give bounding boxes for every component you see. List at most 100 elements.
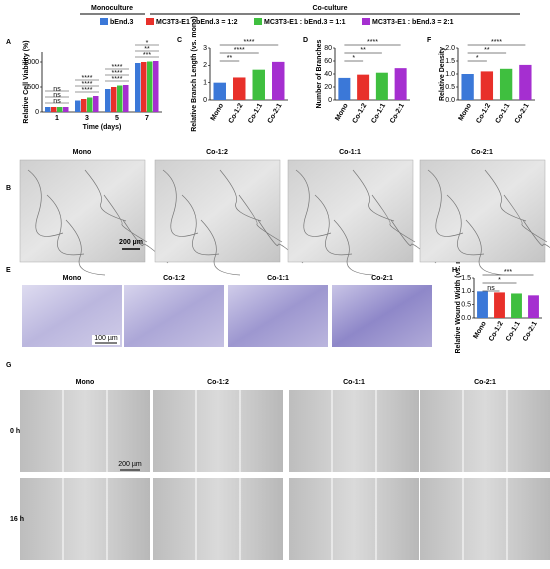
network-strand: [162, 169, 199, 237]
column-label: Co-1:1: [339, 149, 361, 156]
network-strand: [27, 169, 64, 237]
y-tick-label: 1.5: [461, 275, 471, 282]
y-tick-label: 40: [324, 71, 332, 78]
y-tick-label: 1.0: [461, 288, 471, 295]
scale-bar-label: 200 µm: [119, 239, 143, 246]
legend-swatch: [254, 18, 262, 25]
network-strand: [65, 219, 106, 276]
network-strand: [427, 169, 464, 237]
column-label: Co-2:1: [371, 275, 393, 282]
row-label: 16 h: [10, 516, 24, 523]
significance-label: ***: [143, 52, 151, 59]
column-label: Co-1:2: [206, 149, 228, 156]
bar: [461, 74, 474, 100]
micrograph: [20, 390, 150, 472]
column-label: Co-1:2: [207, 379, 229, 386]
x-tick-label: Mono: [458, 102, 473, 122]
panel-label: E: [6, 267, 11, 274]
bar: [105, 89, 111, 112]
y-tick-label: 20: [324, 84, 332, 91]
bar: [528, 295, 539, 318]
column-label: Co-1:1: [267, 275, 289, 282]
y-tick-label: 1: [203, 80, 207, 87]
significance-label: ****: [82, 81, 93, 88]
bar: [153, 61, 159, 112]
network-strand: [295, 169, 332, 237]
micrograph: [420, 478, 550, 560]
legend-label: MC3T3-E1 : bEnd.3 = 1:2: [156, 19, 238, 26]
network-strand: [181, 194, 220, 256]
micrograph: [289, 478, 419, 560]
x-tick-label: Co-1:1: [370, 102, 387, 124]
network-strand: [465, 219, 506, 276]
bar: [394, 68, 407, 100]
legend-group-label: Co-culture: [313, 5, 348, 12]
legend-swatch: [100, 18, 108, 25]
significance-label: *: [476, 55, 479, 62]
significance-label: **: [227, 55, 233, 62]
micrograph: [19, 159, 146, 263]
bar: [141, 62, 147, 112]
bar: [117, 85, 123, 112]
micrograph: [228, 285, 328, 347]
micrograph: [332, 285, 432, 347]
significance-label: **: [484, 47, 490, 54]
column-label: Co-2:1: [474, 379, 496, 386]
column-label: Co-2:1: [471, 149, 493, 156]
network-strand: [503, 194, 548, 243]
x-tick-label: 5: [115, 115, 119, 122]
x-tick-label: Co-1:1: [247, 102, 264, 124]
scale-bar-bg: [92, 335, 120, 345]
significance-label: ns: [487, 285, 495, 292]
x-tick-label: Co-1:1: [495, 102, 512, 124]
network-strand: [484, 169, 527, 222]
bar: [213, 82, 226, 100]
significance-label: ****: [244, 39, 255, 46]
micrograph: [289, 390, 419, 472]
x-tick-label: Mono: [334, 102, 349, 122]
bar: [123, 85, 129, 112]
network-strand: [371, 194, 416, 243]
significance-label: ns: [53, 86, 61, 93]
bar: [45, 107, 51, 112]
micrograph: [287, 159, 414, 263]
y-axis-label: Relative Density: [439, 47, 446, 101]
y-tick-label: 0: [328, 97, 332, 104]
bar: [81, 99, 87, 112]
y-tick-label: 1.0: [445, 71, 455, 78]
significance-label: ****: [234, 47, 245, 54]
network-strand: [200, 219, 241, 276]
network-strand: [238, 194, 283, 243]
significance-label: ****: [491, 39, 502, 46]
y-axis-label: Number of Branches: [316, 39, 323, 108]
network-strand: [46, 194, 85, 256]
legend-group-label: Monoculture: [91, 5, 133, 12]
network-strand: [103, 194, 148, 243]
column-label: Mono: [76, 379, 95, 386]
significance-label: *: [498, 277, 501, 284]
x-tick-label: Co-1:2: [488, 320, 505, 342]
micrograph: [153, 390, 283, 472]
x-tick-label: 7: [145, 115, 149, 122]
x-tick-label: 3: [85, 115, 89, 122]
significance-label: ****: [82, 75, 93, 82]
y-tick-label: 3: [203, 45, 207, 52]
bar: [375, 72, 388, 100]
scale-bar-label: 200 µm: [118, 461, 142, 468]
y-tick-label: 0.0: [445, 97, 455, 104]
significance-label: ****: [112, 70, 123, 77]
bar: [494, 292, 505, 318]
network-strand: [522, 219, 550, 249]
legend-swatch: [146, 18, 154, 25]
bar: [519, 64, 532, 100]
network-strand: [219, 169, 262, 222]
x-tick-label: Co-1:2: [475, 102, 492, 124]
bar: [75, 100, 81, 112]
network-strand: [84, 169, 127, 222]
panel-label: B: [6, 185, 11, 192]
panel-label: A: [6, 39, 11, 46]
network-strand: [446, 194, 485, 256]
significance-label: *: [146, 40, 149, 47]
column-label: Co-1:2: [163, 275, 185, 282]
